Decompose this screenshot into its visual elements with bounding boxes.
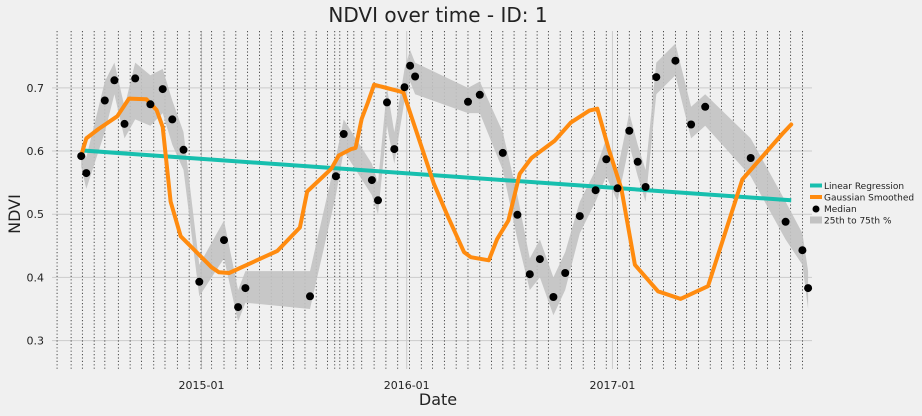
median-point <box>179 145 188 154</box>
median-point <box>633 157 642 166</box>
median-point <box>671 56 680 65</box>
y-axis-label: NDVI <box>5 194 24 234</box>
median-point <box>561 269 570 277</box>
median-point <box>383 98 391 107</box>
median-point <box>120 119 129 128</box>
x-tick-label-2: 2017-01 <box>589 379 635 392</box>
legend-swatch-2 <box>812 205 820 213</box>
y-tick-label-2: 0.5 <box>27 208 45 221</box>
median-point <box>513 210 522 219</box>
median-points-layer <box>77 56 813 312</box>
median-point <box>374 196 382 205</box>
median-point <box>498 148 507 157</box>
median-point <box>798 246 807 255</box>
median-point <box>158 85 167 94</box>
legend: Linear Regression Gaussian SmoothedMedian… <box>810 182 914 227</box>
median-point <box>549 293 558 301</box>
x-axis-label: Date <box>419 390 457 409</box>
median-point <box>701 102 710 111</box>
legend-swatch-3 <box>810 216 822 224</box>
y-tick-label-0: 0.3 <box>27 335 45 348</box>
iqr-band <box>81 43 809 322</box>
median-point <box>411 72 420 81</box>
median-point <box>613 184 622 193</box>
gaussian-smoothed-line <box>79 82 794 301</box>
median-point <box>234 303 243 312</box>
x-tick-label-1: 2016-01 <box>384 379 430 392</box>
tick-labels: 0.3 0.4 0.5 0.6 0.7 2015-01 2016-01 2017-01 <box>27 82 636 392</box>
median-point <box>220 236 228 245</box>
median-point <box>781 217 790 226</box>
median-point <box>652 73 661 82</box>
median-point <box>575 212 584 221</box>
legend-swatch-0 <box>810 183 822 188</box>
median-point <box>804 284 813 293</box>
median-point <box>82 169 91 178</box>
median-point <box>525 270 534 279</box>
chart-title: NDVI over time - ID: 1 <box>328 3 547 27</box>
legend-swatch-1 <box>810 195 822 199</box>
median-point <box>131 74 140 83</box>
y-tick-label-1: 0.4 <box>27 271 45 284</box>
median-point <box>367 176 376 185</box>
iqr-band-layer <box>81 43 809 322</box>
median-point <box>625 126 634 135</box>
median-point <box>641 183 650 191</box>
median-point <box>746 154 755 162</box>
median-point <box>195 277 204 286</box>
median-point <box>591 186 600 195</box>
x-tick-label-0: 2015-01 <box>179 379 225 392</box>
median-point <box>100 96 109 105</box>
median-point <box>400 83 409 92</box>
legend-label-3: 25th to 75th % <box>824 217 892 227</box>
median-point <box>687 120 696 129</box>
median-point <box>602 155 611 164</box>
legend-label-2: Median <box>824 205 857 215</box>
median-point <box>306 292 314 301</box>
series-layer <box>79 82 794 301</box>
median-point <box>339 130 348 138</box>
median-point <box>110 76 119 85</box>
legend-label-1: Gaussian Smoothed <box>824 194 914 204</box>
median-point <box>475 90 484 99</box>
median-point <box>535 255 544 264</box>
median-point <box>77 152 86 161</box>
median-point <box>390 145 399 154</box>
linear-regression-line <box>81 148 792 203</box>
median-point <box>464 97 472 106</box>
median-point <box>241 284 250 293</box>
legend-label-0: Linear Regression <box>824 182 904 192</box>
median-point <box>406 61 415 70</box>
median-point <box>331 172 340 181</box>
y-tick-label-3: 0.6 <box>27 145 45 158</box>
y-tick-label-4: 0.7 <box>27 82 45 95</box>
median-point <box>146 100 155 109</box>
median-point <box>168 115 177 124</box>
